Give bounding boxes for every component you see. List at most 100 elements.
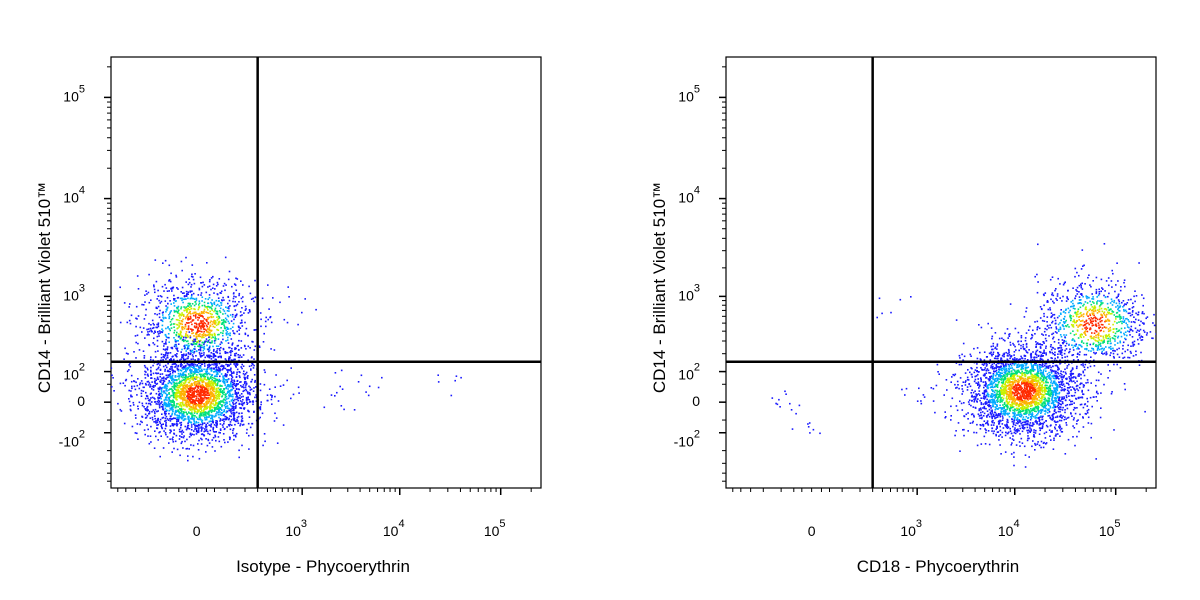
- event-point: [223, 393, 225, 396]
- event-point: [1061, 324, 1064, 326]
- event-point: [1103, 352, 1106, 355]
- event-point: [1101, 310, 1104, 313]
- event-point: [1062, 317, 1065, 320]
- event-point: [1133, 295, 1135, 298]
- event-point: [238, 348, 240, 351]
- event-point: [208, 406, 211, 409]
- event-point: [149, 384, 152, 386]
- event-point: [168, 403, 171, 406]
- event-point: [161, 413, 163, 415]
- event-point: [180, 436, 183, 438]
- event-point: [200, 374, 202, 376]
- event-point: [238, 449, 240, 452]
- event-point: [1131, 306, 1134, 309]
- event-point: [165, 383, 167, 386]
- event-point: [117, 402, 119, 405]
- event-point: [1141, 339, 1144, 341]
- event-point: [210, 342, 212, 344]
- event-point: [996, 377, 998, 380]
- event-point: [212, 356, 215, 358]
- event-point: [1123, 356, 1126, 359]
- event-point: [182, 398, 184, 401]
- event-point: [1051, 293, 1053, 296]
- event-point: [201, 314, 203, 317]
- event-point: [1089, 284, 1091, 286]
- event-point: [227, 391, 229, 393]
- event-point: [205, 403, 208, 406]
- event-point: [215, 322, 217, 324]
- event-point: [210, 384, 212, 387]
- event-point: [191, 387, 194, 389]
- y-tick-base: 0: [77, 393, 85, 409]
- event-point: [168, 328, 171, 330]
- event-point: [199, 348, 202, 351]
- event-point: [1126, 326, 1129, 328]
- event-point: [201, 300, 203, 302]
- event-point: [245, 384, 247, 386]
- event-point: [198, 287, 201, 290]
- event-point: [209, 389, 212, 391]
- event-point: [1086, 312, 1088, 315]
- event-point: [1108, 292, 1110, 295]
- event-point: [197, 328, 199, 331]
- event-point: [180, 442, 183, 445]
- event-point: [242, 296, 244, 298]
- event-point: [1066, 367, 1068, 369]
- event-point: [235, 347, 237, 350]
- event-point: [1072, 418, 1075, 421]
- event-point: [198, 343, 201, 346]
- event-point: [1094, 309, 1097, 311]
- event-point: [214, 288, 216, 290]
- event-point: [245, 401, 248, 403]
- event-point: [232, 403, 235, 405]
- event-point: [209, 310, 211, 313]
- event-point: [1032, 378, 1034, 381]
- event-point: [150, 370, 152, 373]
- event-point: [163, 343, 165, 345]
- event-point: [263, 332, 265, 335]
- event-point: [1097, 347, 1099, 350]
- event-point: [1111, 312, 1113, 315]
- event-point: [175, 276, 178, 278]
- event-point: [261, 412, 264, 415]
- event-point: [183, 345, 185, 347]
- event-point: [1065, 334, 1068, 336]
- event-point: [150, 299, 152, 301]
- event-point: [1084, 331, 1086, 333]
- event-point: [155, 306, 158, 309]
- event-point: [1076, 271, 1078, 274]
- event-point: [1113, 357, 1115, 359]
- event-point: [223, 324, 225, 326]
- event-point: [239, 400, 242, 402]
- event-point: [1116, 262, 1118, 264]
- event-point: [1117, 280, 1119, 282]
- event-point: [1012, 342, 1014, 345]
- event-point: [203, 374, 205, 377]
- event-point: [193, 433, 195, 436]
- event-point: [1064, 312, 1067, 314]
- event-point: [217, 403, 219, 406]
- event-point: [209, 354, 211, 357]
- event-point: [203, 336, 205, 339]
- event-point: [164, 420, 166, 422]
- event-point: [237, 415, 240, 418]
- event-point: [233, 379, 235, 382]
- event-point: [168, 374, 170, 376]
- event-point: [176, 369, 179, 371]
- event-point: [220, 341, 223, 343]
- event-point: [193, 407, 195, 410]
- event-point: [181, 286, 184, 289]
- event-point: [236, 373, 238, 375]
- event-point: [1099, 317, 1102, 319]
- event-point: [211, 378, 214, 381]
- event-point: [201, 370, 203, 372]
- event-point: [1099, 304, 1102, 306]
- event-point: [178, 326, 180, 328]
- event-point: [202, 375, 205, 378]
- event-point: [139, 382, 142, 384]
- event-point: [157, 419, 159, 421]
- event-point: [215, 363, 217, 365]
- event-point: [1064, 321, 1067, 323]
- event-point: [1086, 297, 1088, 300]
- event-point: [175, 385, 178, 388]
